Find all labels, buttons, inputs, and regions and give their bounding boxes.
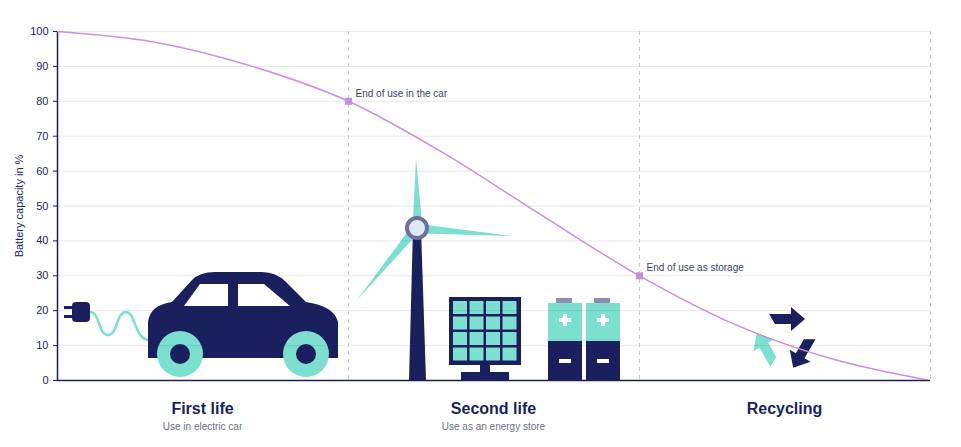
svg-text:First life: First life [171, 400, 233, 417]
svg-text:30: 30 [36, 269, 48, 281]
svg-text:40: 40 [36, 234, 48, 246]
svg-text:70: 70 [36, 130, 48, 142]
svg-text:Use as an energy store: Use as an energy store [442, 421, 546, 432]
svg-text:Use in electric car: Use in electric car [163, 421, 243, 432]
svg-text:10: 10 [36, 339, 48, 351]
svg-text:20: 20 [36, 304, 48, 316]
svg-text:End of use as storage: End of use as storage [647, 262, 745, 273]
svg-text:100: 100 [30, 25, 48, 37]
svg-text:Battery capacity in %: Battery capacity in % [13, 154, 25, 257]
svg-text:50: 50 [36, 200, 48, 212]
svg-text:80: 80 [36, 95, 48, 107]
svg-text:60: 60 [36, 165, 48, 177]
svg-text:End of use in the car: End of use in the car [356, 88, 448, 99]
svg-text:Second life: Second life [451, 400, 536, 417]
svg-text:Recycling: Recycling [747, 400, 823, 417]
svg-text:0: 0 [42, 374, 48, 386]
svg-text:90: 90 [36, 60, 48, 72]
